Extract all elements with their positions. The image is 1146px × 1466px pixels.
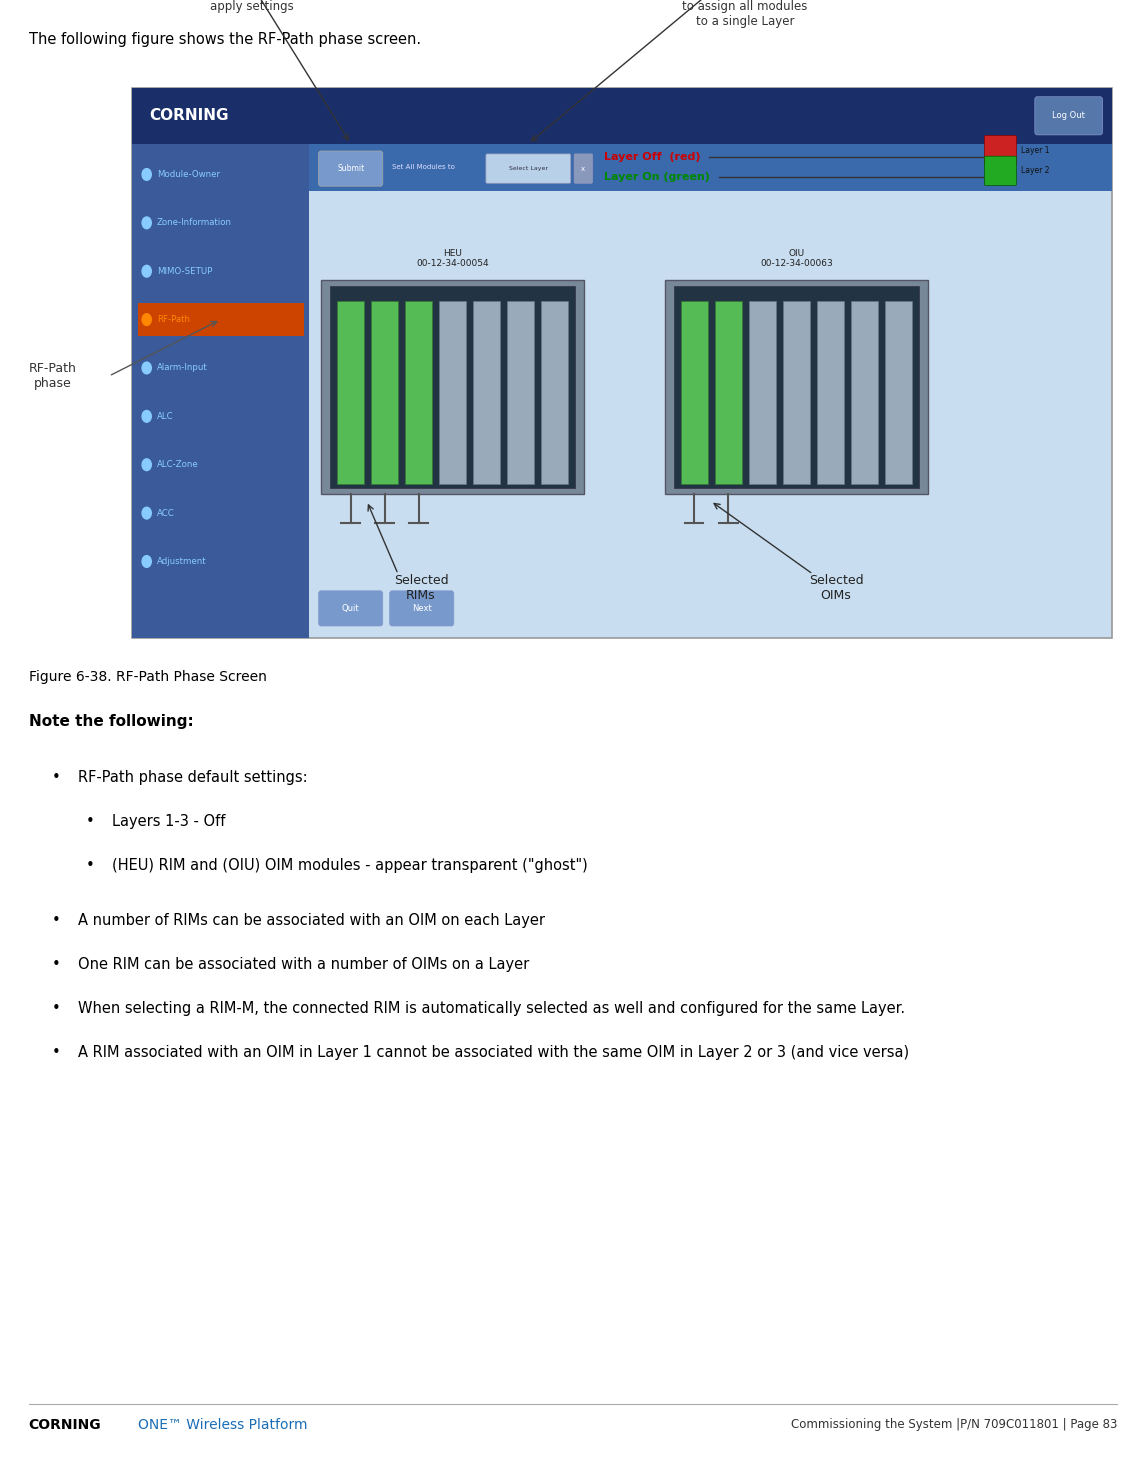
Text: Quit: Quit bbox=[342, 604, 360, 613]
Text: RF-Path: RF-Path bbox=[157, 315, 190, 324]
Text: Layer On (green): Layer On (green) bbox=[604, 173, 709, 182]
Text: ONE™ Wireless Platform: ONE™ Wireless Platform bbox=[138, 1418, 307, 1432]
FancyBboxPatch shape bbox=[748, 302, 776, 484]
Text: •: • bbox=[52, 770, 61, 784]
Text: Note the following:: Note the following: bbox=[29, 714, 194, 729]
FancyBboxPatch shape bbox=[665, 280, 928, 494]
Text: Adjustment: Adjustment bbox=[157, 557, 206, 566]
Text: Layers 1-3 - Off: Layers 1-3 - Off bbox=[112, 814, 226, 828]
Text: Layer Off  (red): Layer Off (red) bbox=[604, 152, 700, 161]
FancyBboxPatch shape bbox=[138, 303, 304, 336]
Text: ALC: ALC bbox=[157, 412, 174, 421]
Text: HEU
00-12-34-00054: HEU 00-12-34-00054 bbox=[416, 249, 489, 268]
Text: Selected
RIMs: Selected RIMs bbox=[394, 575, 448, 603]
Text: Selected
OIMs: Selected OIMs bbox=[809, 575, 863, 603]
FancyBboxPatch shape bbox=[783, 302, 810, 484]
Circle shape bbox=[142, 314, 151, 325]
Circle shape bbox=[142, 556, 151, 567]
Text: ALC-Zone: ALC-Zone bbox=[157, 460, 198, 469]
Text: Module-Owner: Module-Owner bbox=[157, 170, 220, 179]
Text: ACC: ACC bbox=[157, 509, 174, 517]
FancyBboxPatch shape bbox=[674, 286, 919, 488]
FancyBboxPatch shape bbox=[681, 302, 708, 484]
FancyBboxPatch shape bbox=[405, 302, 432, 484]
Text: One RIM can be associated with a number of OIMs on a Layer: One RIM can be associated with a number … bbox=[78, 957, 529, 972]
Text: CORNING: CORNING bbox=[149, 108, 228, 123]
Text: The following figure shows the RF-Path phase screen.: The following figure shows the RF-Path p… bbox=[29, 32, 421, 47]
Text: Click “Submit” to
apply settings: Click “Submit” to apply settings bbox=[202, 0, 303, 13]
Text: RF-Path phase default settings:: RF-Path phase default settings: bbox=[78, 770, 307, 784]
Text: x: x bbox=[581, 166, 586, 172]
Text: •: • bbox=[52, 1045, 61, 1060]
FancyBboxPatch shape bbox=[330, 286, 575, 488]
Circle shape bbox=[142, 507, 151, 519]
Text: When selecting a RIM-M, the connected RIM is automatically selected as well and : When selecting a RIM-M, the connected RI… bbox=[78, 1001, 905, 1016]
Text: A number of RIMs can be associated with an OIM on each Layer: A number of RIMs can be associated with … bbox=[78, 912, 545, 928]
Text: Layer 2: Layer 2 bbox=[1021, 166, 1050, 176]
FancyBboxPatch shape bbox=[132, 88, 1112, 144]
FancyBboxPatch shape bbox=[574, 154, 592, 183]
Circle shape bbox=[142, 362, 151, 374]
FancyBboxPatch shape bbox=[132, 88, 1112, 638]
FancyBboxPatch shape bbox=[984, 157, 1017, 186]
Circle shape bbox=[142, 410, 151, 422]
Text: Submit: Submit bbox=[337, 164, 364, 173]
Text: Figure 6-38. RF-Path Phase Screen: Figure 6-38. RF-Path Phase Screen bbox=[29, 670, 267, 685]
FancyBboxPatch shape bbox=[885, 302, 912, 484]
Text: OIU
00-12-34-00063: OIU 00-12-34-00063 bbox=[760, 249, 833, 268]
FancyBboxPatch shape bbox=[541, 302, 568, 484]
Text: A RIM associated with an OIM in Layer 1 cannot be associated with the same OIM i: A RIM associated with an OIM in Layer 1 … bbox=[78, 1045, 909, 1060]
FancyBboxPatch shape bbox=[439, 302, 466, 484]
FancyBboxPatch shape bbox=[851, 302, 878, 484]
Text: •: • bbox=[52, 957, 61, 972]
Text: Next: Next bbox=[411, 604, 432, 613]
Circle shape bbox=[142, 217, 151, 229]
Text: Commissioning the System |P/N 709C011801 | Page 83: Commissioning the System |P/N 709C011801… bbox=[791, 1419, 1117, 1431]
Circle shape bbox=[142, 265, 151, 277]
Text: •: • bbox=[86, 814, 95, 828]
Text: •: • bbox=[52, 912, 61, 928]
Text: Select Layer: Select Layer bbox=[509, 166, 548, 172]
FancyBboxPatch shape bbox=[508, 302, 534, 484]
FancyBboxPatch shape bbox=[473, 302, 501, 484]
Text: •: • bbox=[52, 1001, 61, 1016]
FancyBboxPatch shape bbox=[132, 144, 309, 638]
Circle shape bbox=[142, 459, 151, 471]
Text: Zone-Information: Zone-Information bbox=[157, 218, 231, 227]
Text: CORNING: CORNING bbox=[29, 1418, 101, 1432]
FancyBboxPatch shape bbox=[337, 302, 364, 484]
Text: Set All Modules to: Set All Modules to bbox=[392, 164, 455, 170]
Circle shape bbox=[142, 169, 151, 180]
FancyBboxPatch shape bbox=[309, 144, 1112, 191]
Text: MIMO-SETUP: MIMO-SETUP bbox=[157, 267, 212, 276]
Text: Layer 1: Layer 1 bbox=[1021, 145, 1050, 155]
Text: Log Out: Log Out bbox=[1052, 111, 1085, 120]
Text: •: • bbox=[86, 858, 95, 872]
Text: RF-Path
phase: RF-Path phase bbox=[29, 362, 77, 390]
FancyBboxPatch shape bbox=[486, 154, 571, 183]
FancyBboxPatch shape bbox=[390, 591, 454, 626]
Text: Select Layer from list
to assign all modules
to a single Layer: Select Layer from list to assign all mod… bbox=[682, 0, 808, 28]
FancyBboxPatch shape bbox=[371, 302, 398, 484]
FancyBboxPatch shape bbox=[715, 302, 741, 484]
FancyBboxPatch shape bbox=[984, 135, 1017, 164]
FancyBboxPatch shape bbox=[319, 151, 383, 186]
Text: Alarm-Input: Alarm-Input bbox=[157, 364, 207, 372]
FancyBboxPatch shape bbox=[817, 302, 845, 484]
FancyBboxPatch shape bbox=[321, 280, 584, 494]
FancyBboxPatch shape bbox=[319, 591, 383, 626]
FancyBboxPatch shape bbox=[1035, 97, 1102, 135]
Text: (HEU) RIM and (OIU) OIM modules - appear transparent ("ghost"): (HEU) RIM and (OIU) OIM modules - appear… bbox=[112, 858, 588, 872]
